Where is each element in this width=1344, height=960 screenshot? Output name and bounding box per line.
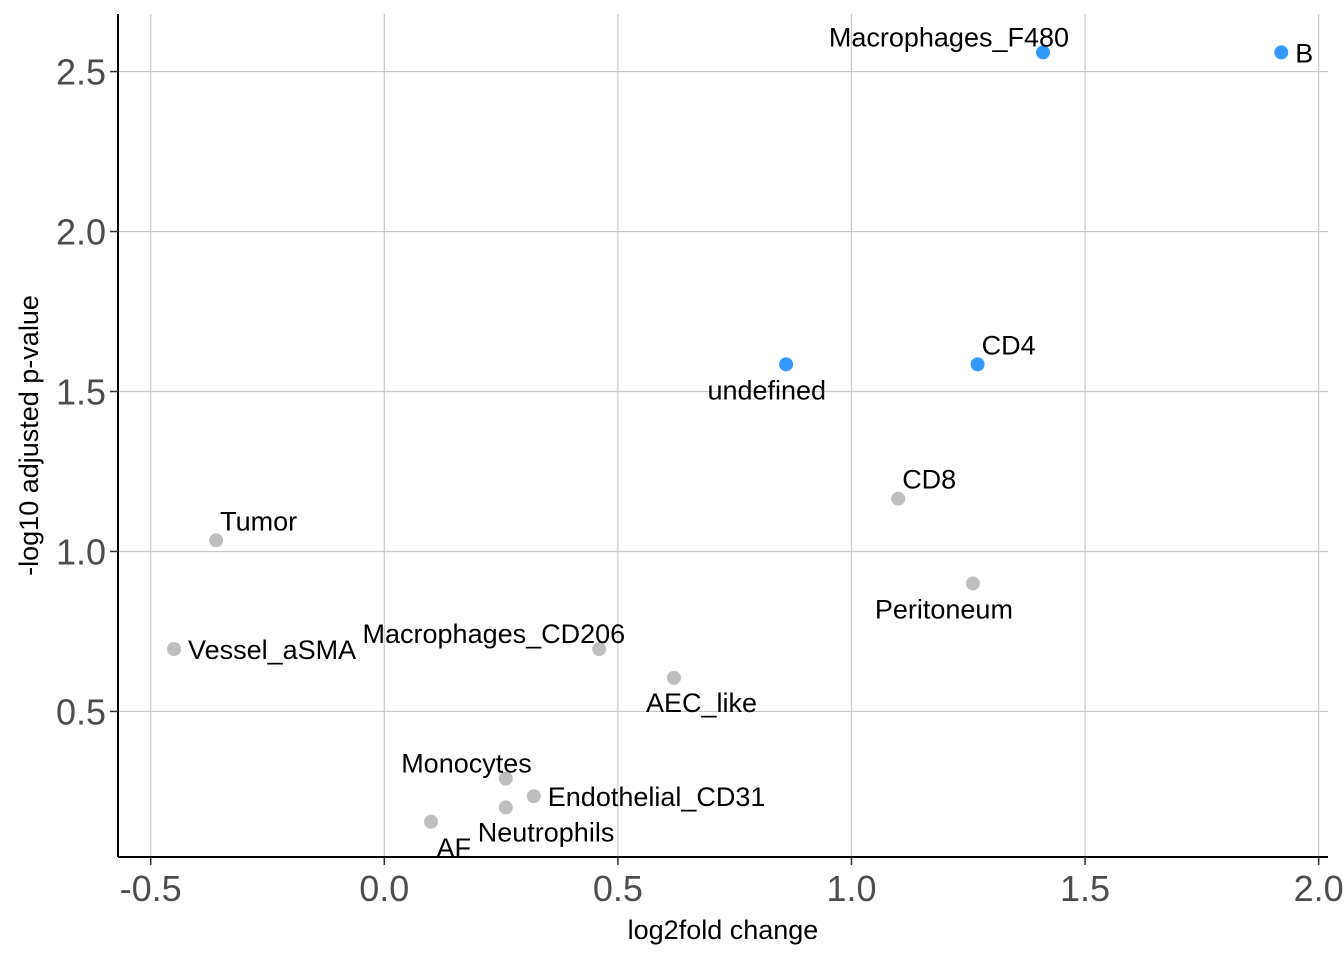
point-label-endothelial-cd31: Endothelial_CD31 xyxy=(548,782,766,812)
point-cd8 xyxy=(891,491,906,506)
y-tick-label-0: 0.5 xyxy=(56,691,106,732)
point-label-b: B xyxy=(1295,38,1313,68)
point-label-af: AF xyxy=(436,833,471,863)
point-endothelial-cd31 xyxy=(526,789,541,804)
x-tick-label-5: 2.0 xyxy=(1294,868,1344,909)
point-cd4 xyxy=(970,357,985,372)
point-label-tumor: Tumor xyxy=(220,506,297,536)
point-label-vessel-asma: Vessel_aSMA xyxy=(188,635,356,665)
point-macrophages-cd206 xyxy=(592,642,607,657)
point-vessel-asma xyxy=(167,642,182,657)
point-monocytes xyxy=(498,771,513,786)
point-label-neutrophils: Neutrophils xyxy=(478,817,615,847)
point-label-monocytes: Monocytes xyxy=(401,749,532,779)
point-peritoneum xyxy=(965,576,980,591)
point-label-macrophages-cd206: Macrophages_CD206 xyxy=(363,619,626,649)
x-tick-labels: -0.5 0.0 0.5 1.0 1.5 2.0 xyxy=(120,857,1344,909)
x-axis-title: log2fold change xyxy=(628,915,819,945)
y-tick-label-4: 2.5 xyxy=(56,52,106,93)
x-grid-lines xyxy=(150,14,1320,857)
axes xyxy=(117,14,1328,858)
data-points xyxy=(167,45,1289,829)
point-tumor xyxy=(209,533,224,548)
y-axis-title: -log10 adjusted p-value xyxy=(14,295,44,576)
y-tick-label-1: 1.0 xyxy=(56,531,106,572)
x-tick-label-0: -0.5 xyxy=(120,868,182,909)
point-label-cd4: CD4 xyxy=(982,330,1036,360)
point-label-undefined: undefined xyxy=(707,375,826,405)
x-tick-label-3: 1.0 xyxy=(826,868,876,909)
point-af xyxy=(424,814,439,829)
x-tick-label-2: 0.5 xyxy=(593,868,643,909)
x-tick-label-4: 1.5 xyxy=(1060,868,1110,909)
point-undefined xyxy=(779,357,794,372)
point-labels: Macrophages_F480 B CD4 undefined CD8 Peritone… xyxy=(188,22,1313,862)
y-tick-label-3: 2.0 xyxy=(56,212,106,253)
y-tick-label-2: 1.5 xyxy=(56,372,106,413)
point-label-macrophages-f480: Macrophages_F480 xyxy=(829,22,1069,52)
y-tick-labels: 0.5 1.0 1.5 2.0 2.5 xyxy=(56,52,118,732)
point-label-peritoneum: Peritoneum xyxy=(875,594,1013,624)
point-macrophages-f480 xyxy=(1036,45,1051,60)
point-aec-like xyxy=(666,670,681,685)
y-grid-lines xyxy=(118,70,1328,713)
point-label-aec-like: AEC_like xyxy=(646,688,757,718)
point-label-cd8: CD8 xyxy=(902,465,956,495)
point-b xyxy=(1274,45,1289,60)
x-tick-label-1: 0.0 xyxy=(359,868,409,909)
point-neutrophils xyxy=(498,800,513,815)
